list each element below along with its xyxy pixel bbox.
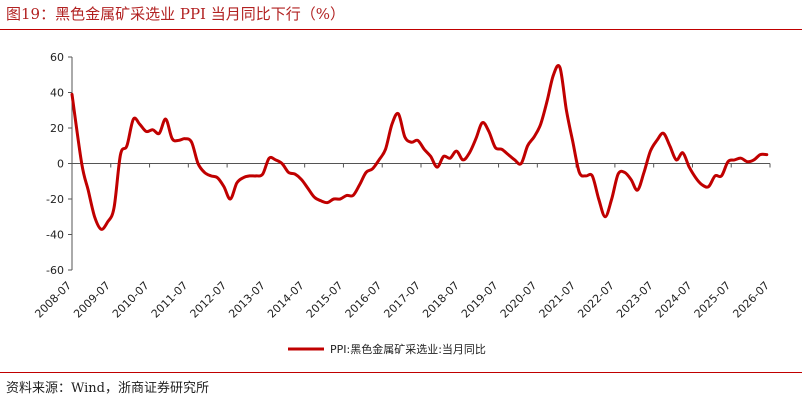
bottom-rule bbox=[0, 372, 802, 373]
x-tick-label: 2021-07 bbox=[537, 279, 579, 321]
chart-title: 图19：黑色金属矿采选业 PPI 当月同比下行（%） bbox=[6, 5, 345, 23]
x-tick-label: 2008-07 bbox=[32, 279, 74, 321]
x-tick-label: 2009-07 bbox=[71, 279, 113, 321]
legend: PPI:黑色金属矿采选业:当月同比 bbox=[288, 342, 486, 356]
y-axis-ticks: -60 -40 -20 0 20 40 60 bbox=[46, 51, 72, 277]
x-tick-label: 2025-07 bbox=[692, 279, 734, 321]
x-tick-label: 2019-07 bbox=[459, 279, 501, 321]
x-tick-label: 2026-07 bbox=[730, 279, 772, 321]
x-tick-label: 2012-07 bbox=[188, 279, 230, 321]
y-tick-label: 40 bbox=[50, 87, 64, 100]
y-tick-label: 0 bbox=[57, 158, 64, 171]
x-tick-label: 2017-07 bbox=[381, 279, 423, 321]
x-tick-label: 2023-07 bbox=[614, 279, 656, 321]
x-tick-label: 2020-07 bbox=[498, 279, 540, 321]
y-tick-label: -40 bbox=[46, 229, 64, 242]
y-tick-label: 20 bbox=[50, 122, 64, 135]
x-tick-label: 2011-07 bbox=[149, 279, 191, 321]
x-tick-label: 2024-07 bbox=[653, 279, 695, 321]
x-axis-ticks: 2008-072009-072010-072011-072012-072013-… bbox=[32, 163, 772, 321]
x-tick-label: 2015-07 bbox=[304, 279, 346, 321]
x-tick-label: 2022-07 bbox=[575, 279, 617, 321]
x-tick-label: 2013-07 bbox=[226, 279, 268, 321]
y-tick-label: -60 bbox=[46, 264, 64, 277]
x-tick-label: 2018-07 bbox=[420, 279, 462, 321]
x-tick-label: 2014-07 bbox=[265, 279, 307, 321]
x-tick-label: 2010-07 bbox=[110, 279, 152, 321]
source-note: 资料来源：Wind，浙商证券研究所 bbox=[6, 381, 209, 396]
top-rule bbox=[0, 29, 802, 30]
x-tick-label: 2016-07 bbox=[343, 279, 385, 321]
series-line bbox=[70, 63, 769, 231]
y-tick-label: 60 bbox=[50, 51, 64, 64]
y-tick-label: -20 bbox=[46, 193, 64, 206]
legend-label: PPI:黑色金属矿采选业:当月同比 bbox=[330, 342, 486, 356]
series-lines bbox=[70, 63, 769, 231]
